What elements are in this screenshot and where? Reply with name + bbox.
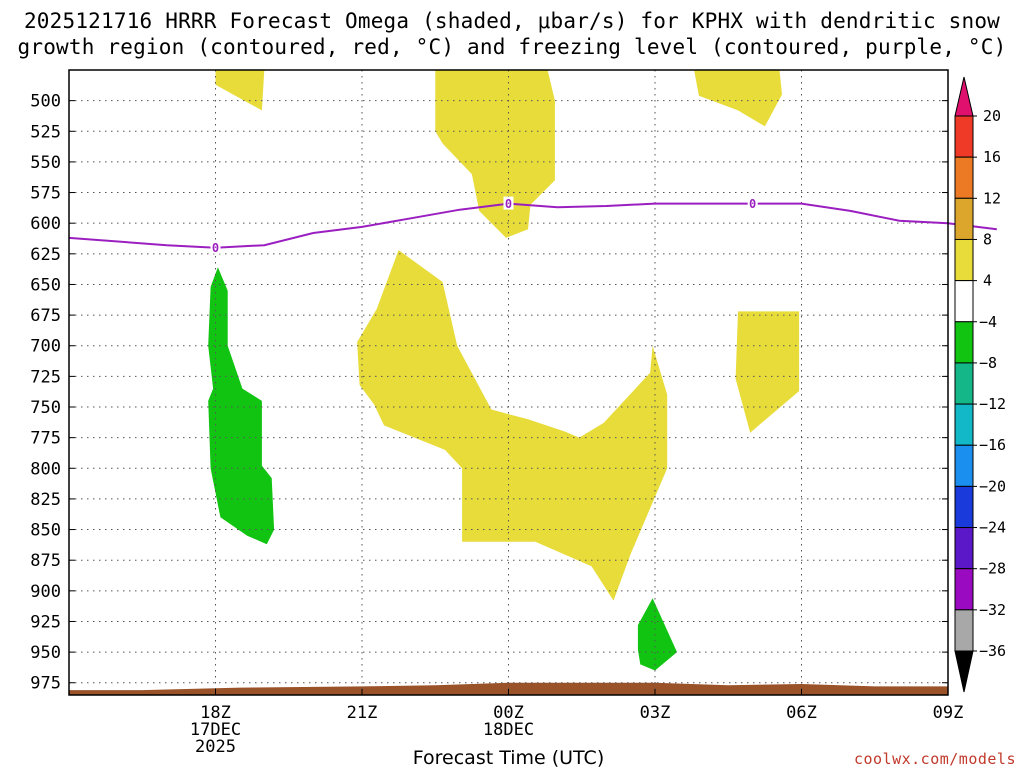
colorbar-segment bbox=[954, 115, 974, 158]
colorbar-label: 12 bbox=[983, 189, 1001, 207]
colorbar-segment bbox=[954, 238, 974, 282]
omega-shaded-region-5 bbox=[357, 250, 668, 601]
x-tick-label: 09Z bbox=[933, 703, 964, 723]
colorbar-segment bbox=[954, 321, 974, 364]
x-tick-label: 18DEC bbox=[483, 720, 534, 740]
y-tick-label: 700 bbox=[30, 337, 61, 357]
omega-shaded-region-3 bbox=[694, 70, 782, 127]
colorbar-segment bbox=[954, 156, 974, 199]
colorbar-label: 20 bbox=[983, 107, 1001, 125]
y-tick-label: 975 bbox=[30, 674, 61, 694]
colorbar-segment bbox=[954, 197, 974, 240]
y-tick-label: 625 bbox=[30, 245, 61, 265]
colorbar-label: −24 bbox=[979, 519, 1006, 537]
colorbar-label: −28 bbox=[979, 560, 1006, 578]
x-tick-label: 03Z bbox=[640, 703, 671, 723]
colorbar-segment bbox=[954, 609, 974, 652]
x-axis-title: Forecast Time (UTC) bbox=[413, 747, 604, 768]
plot-frame bbox=[68, 69, 949, 696]
x-tick-label: 17DEC bbox=[190, 720, 241, 740]
y-tick-label: 675 bbox=[30, 306, 61, 326]
omega-shaded-region-2 bbox=[435, 70, 555, 238]
colorbar-label: −8 bbox=[979, 354, 997, 372]
y-tick-label: 825 bbox=[30, 490, 61, 510]
source-credit: coolwx.com/models bbox=[854, 750, 1016, 768]
colorbar-segment bbox=[954, 444, 974, 487]
colorbar-label: 16 bbox=[983, 148, 1001, 166]
y-tick-label: 750 bbox=[30, 398, 61, 418]
y-tick-label: 725 bbox=[30, 367, 61, 387]
colorbar-segment bbox=[954, 362, 974, 405]
colorbar-label: −16 bbox=[979, 436, 1006, 454]
colorbar-segment bbox=[954, 403, 974, 446]
freezing-level-label: 0 bbox=[505, 197, 512, 211]
colorbar-label: −32 bbox=[979, 601, 1006, 619]
y-tick-label: 850 bbox=[30, 521, 61, 541]
freezing-level-label-bg bbox=[503, 196, 514, 210]
y-tick-label: 925 bbox=[30, 612, 61, 632]
freezing-level-line bbox=[68, 202, 997, 249]
colorbar-label: −20 bbox=[979, 477, 1006, 495]
plot-shading-layer bbox=[69, 70, 948, 695]
y-tick-label: 575 bbox=[30, 184, 61, 204]
colorbar-segment bbox=[954, 485, 974, 529]
x-tick-label: 21Z bbox=[347, 703, 378, 723]
y-tick-label: 650 bbox=[30, 275, 61, 295]
colorbar-segment bbox=[954, 568, 974, 611]
omega-shaded-region-8 bbox=[637, 598, 677, 671]
y-tick-label: 500 bbox=[30, 92, 61, 112]
omega-colorbar: 20 16 12 8 4 −4 −8 −12 −16 −20 −24 −28 −32 −36 bbox=[954, 76, 1006, 693]
colorbar-label: 4 bbox=[983, 272, 992, 290]
chart-title-line-2: growth region (contoured, red, °C) and f… bbox=[17, 35, 1007, 59]
x-tick-label: 2025 bbox=[195, 737, 236, 757]
chart-title-line-1: 2025121716 HRRR Forecast Omega (shaded, … bbox=[23, 9, 1001, 33]
axis-labels-layer: 500 525 550 575 600 625 650 675 700 725 750 775 800 8… bbox=[30, 92, 963, 757]
colorbar-label: −12 bbox=[979, 395, 1006, 413]
y-tick-label: 950 bbox=[30, 643, 61, 663]
y-tick-label: 800 bbox=[30, 459, 61, 479]
y-tick-label: 900 bbox=[30, 582, 61, 602]
omega-shaded-region-1 bbox=[215, 70, 265, 111]
plot-lines-layer: 0 0 0 bbox=[68, 196, 997, 255]
colorbar-segment bbox=[954, 280, 974, 323]
colorbar-top-arrow bbox=[954, 76, 974, 117]
freezing-level-label-bg bbox=[747, 196, 758, 210]
freezing-level-label-bg bbox=[210, 240, 221, 254]
y-tick-label: 875 bbox=[30, 551, 61, 571]
y-tick-label: 775 bbox=[30, 429, 61, 449]
freezing-level-label: 0 bbox=[749, 197, 756, 211]
colorbar-bottom-arrow bbox=[954, 650, 974, 693]
colorbar-label: −36 bbox=[979, 642, 1006, 660]
omega-shaded-region-6 bbox=[735, 311, 800, 433]
y-tick-label: 600 bbox=[30, 214, 61, 234]
y-tick-label: 525 bbox=[30, 122, 61, 142]
colorbar-segment bbox=[954, 527, 974, 570]
colorbar-label: 8 bbox=[983, 230, 992, 248]
colorbar-label: −4 bbox=[979, 313, 997, 331]
x-tick-label: 18Z bbox=[200, 703, 231, 723]
y-tick-label: 550 bbox=[30, 153, 61, 173]
x-tick-label: 06Z bbox=[786, 703, 817, 723]
freezing-level-label: 0 bbox=[212, 241, 219, 255]
omega-shaded-region-7 bbox=[208, 267, 275, 545]
x-tick-label: 00Z bbox=[493, 703, 524, 723]
